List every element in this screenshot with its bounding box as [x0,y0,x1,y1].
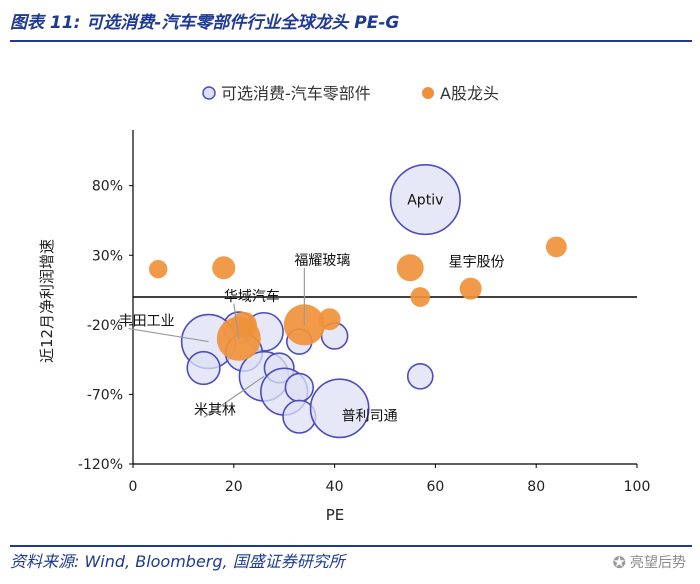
a-share-bubble [283,304,325,346]
legend-marker-global [202,86,216,100]
annotation-leader [128,327,209,343]
global-bubble [309,378,370,439]
a-share-bubble [212,256,236,280]
a-share-bubble [410,287,431,307]
x-tick-label: 80 [527,479,545,495]
legend-marker-a-share [422,87,434,99]
global-bubble [284,372,315,403]
y-tick-label: 30% [92,248,123,264]
annotation-leader [233,303,240,339]
annotation-label: 米其林 [194,402,236,418]
a-share-bubble [459,277,482,300]
annotation-label: 星宇股份 [449,255,505,271]
legend-label-a-share: A股龙头 [440,84,499,103]
footer-rule [10,545,692,547]
x-tick-label: 40 [326,479,344,495]
y-tick-label: -120% [78,457,123,473]
a-share-bubble [148,259,168,279]
annotation-label: 丰田工业 [119,314,175,330]
y-tick-label: -70% [87,387,123,403]
a-share-bubble [545,236,567,258]
a-share-bubble [318,308,341,331]
y-tick-label: 80% [92,179,123,195]
annotation-label: 普利司通 [342,408,398,424]
global-bubble [406,362,434,390]
global-bubble [389,163,461,236]
annotation-label: Aptiv [407,193,443,209]
y-tick-label: -20% [87,318,123,334]
y-axis-label: 近12月净利润增速 [38,239,56,363]
x-tick-label: 60 [426,479,444,495]
annotation-leader [203,375,265,418]
a-share-bubble [396,254,424,282]
page-title: 图表 11: 可选消费-汽车零部件行业全球龙头 PE-G [10,13,400,33]
source-note: 资料来源: Wind, Bloomberg, 国盛证券研究所 [10,552,345,571]
title-rule [10,40,692,42]
global-bubble [186,350,221,386]
x-tick-label: 0 [129,479,138,495]
legend-label-global: 可选消费-汽车零部件 [221,84,371,103]
watermark-text: 亮望后势 [630,555,686,571]
x-axis-label: PE [326,506,345,524]
annotation-label: 福耀玻璃 [294,252,350,269]
x-tick-label: 100 [624,479,651,495]
annotation-label: 华域汽车 [224,288,280,305]
watermark: ✪ 亮望后势 [613,552,686,572]
wechat-icon: ✪ [612,552,626,572]
x-tick-label: 20 [225,479,243,495]
